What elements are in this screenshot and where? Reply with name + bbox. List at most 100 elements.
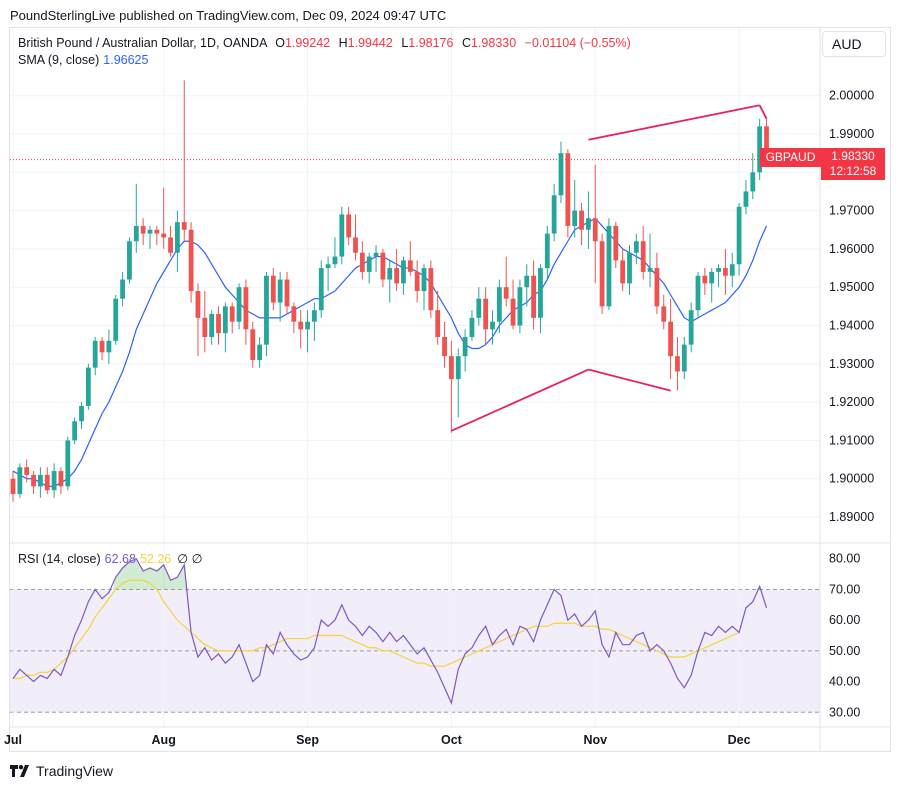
- candle-body: [681, 344, 687, 372]
- rsi-tick-label: 30.00: [829, 705, 860, 719]
- trendline: [588, 368, 671, 392]
- candle-body: [216, 314, 221, 334]
- candle-body: [654, 268, 660, 307]
- candle-body: [428, 268, 434, 311]
- candle-body: [401, 260, 406, 284]
- candle-body: [510, 298, 516, 326]
- time-tick-label: Oct: [441, 733, 463, 747]
- candle-body: [284, 279, 290, 307]
- candle-body: [538, 268, 543, 318]
- candle-body: [106, 340, 112, 353]
- rsi-line: [12, 557, 768, 705]
- candle-body: [17, 467, 23, 495]
- candle-body: [236, 287, 242, 322]
- price-tick-label: 1.97000: [829, 204, 874, 218]
- time-tick-label: Sep: [296, 733, 319, 747]
- candle-body: [675, 356, 680, 372]
- candle-body: [79, 405, 84, 422]
- price-tick-label: 1.89000: [829, 510, 874, 524]
- rsi-extra: ∅ ∅: [177, 552, 203, 566]
- candle-body: [565, 153, 571, 226]
- candle-body: [709, 271, 715, 284]
- candle-body: [209, 314, 215, 338]
- candle-body: [688, 310, 694, 345]
- candle-body: [716, 268, 721, 272]
- candle-body: [531, 275, 536, 318]
- candle-body: [606, 225, 612, 307]
- sma-value: 1.96625: [103, 53, 149, 67]
- tradingview-logo-icon: [10, 765, 29, 777]
- candle-body: [729, 264, 735, 276]
- rsi-overbought-fill: [112, 558, 188, 590]
- candle-body: [147, 229, 153, 234]
- candle-body: [264, 275, 269, 345]
- candle-body: [743, 191, 749, 207]
- rsi-tick-label: 70.00: [829, 582, 860, 596]
- candle-body: [613, 225, 619, 261]
- price-tick-label: 1.99000: [829, 127, 874, 141]
- candle-body: [353, 237, 358, 253]
- candle-body: [339, 214, 345, 257]
- candle-body: [161, 233, 167, 238]
- tradingview-brand[interactable]: TradingView: [10, 763, 113, 779]
- price-tick-label: 1.90000: [829, 472, 874, 486]
- last-price-tag: 1.98330 12:12:58: [821, 148, 885, 180]
- candle-body: [277, 279, 283, 303]
- candle-body: [10, 478, 16, 495]
- candle-body: [318, 268, 324, 311]
- candle-body: [387, 268, 393, 280]
- candle-body: [140, 225, 146, 234]
- currency-selector[interactable]: AUD: [822, 31, 886, 57]
- candle-body: [503, 287, 509, 299]
- candle-body: [291, 306, 297, 322]
- legend-close-label: C: [461, 36, 471, 50]
- candle-body: [496, 287, 502, 322]
- candle-body: [92, 340, 98, 368]
- candle-body: [572, 210, 578, 226]
- candle-body: [640, 241, 646, 272]
- candle-body: [133, 225, 139, 242]
- candle-body: [195, 291, 201, 318]
- legend-change: −0.01104 (−0.55%): [524, 36, 631, 50]
- candle-body: [113, 298, 119, 341]
- time-tick-label: Aug: [152, 733, 176, 747]
- price-tick-label: 1.91000: [829, 433, 874, 447]
- rsi-tick-label: 40.00: [829, 675, 860, 689]
- brand-name: TradingView: [36, 763, 114, 779]
- candle-body: [592, 218, 598, 242]
- candle-body: [58, 471, 64, 487]
- candle-body: [579, 210, 584, 230]
- price-tick-label: 1.95000: [829, 280, 874, 294]
- rsi-label: RSI (14, close): [18, 552, 101, 566]
- candle-body: [647, 268, 653, 272]
- price-tick-label: 2.00000: [829, 89, 874, 103]
- candle-body: [332, 256, 338, 265]
- candle-body: [736, 206, 742, 265]
- candle-body: [551, 195, 557, 234]
- candle-body: [99, 340, 105, 353]
- candle-body: [373, 252, 379, 257]
- candle-body: [517, 287, 523, 326]
- legend-low-value: 1.98176: [408, 36, 454, 50]
- candle-body: [599, 241, 605, 307]
- candle-body: [490, 321, 495, 330]
- legend-symbol: British Pound / Australian Dollar, 1D, O…: [18, 36, 267, 50]
- candle-body: [298, 321, 304, 330]
- candle-body: [620, 260, 626, 284]
- time-tick-label: Dec: [728, 733, 751, 747]
- candle-body: [723, 268, 728, 276]
- candle-body: [627, 252, 632, 284]
- candle-body: [181, 222, 187, 230]
- legend-low-label: L: [401, 36, 409, 50]
- candle-body: [764, 126, 769, 161]
- time-tick-label: Jul: [4, 733, 22, 747]
- candle-body: [750, 172, 756, 192]
- price-tick-label: 1.96000: [829, 242, 874, 256]
- legend-high-value: 1.99442: [347, 36, 393, 50]
- candle-body: [407, 260, 413, 272]
- sma-layer: [12, 217, 768, 487]
- candle-body: [31, 474, 36, 487]
- candle-body: [668, 321, 673, 357]
- publisher-line: PoundSterlingLive published on TradingVi…: [10, 8, 447, 23]
